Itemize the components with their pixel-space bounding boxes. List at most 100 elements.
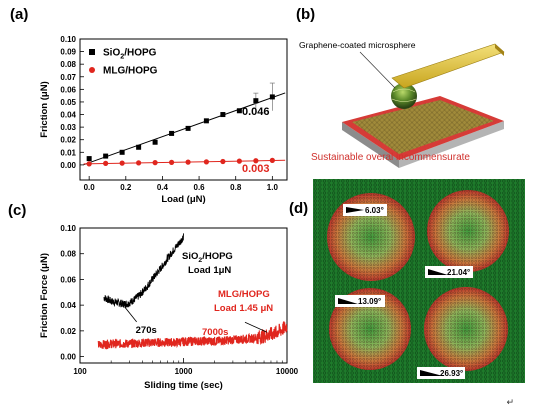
- afm-schematic: Graphene-coated microsphere Sustainable …: [299, 40, 505, 168]
- y-tick-label: 0.01: [60, 148, 76, 157]
- cantilever: [391, 43, 505, 89]
- data-point-mlg: [168, 159, 175, 165]
- x-tick-label: 0.8: [230, 183, 242, 192]
- x-tick-label: 1.0: [267, 183, 279, 192]
- y-tick-label: 0.10: [60, 35, 76, 44]
- paragraph-return-mark: ↵: [506, 398, 514, 408]
- annotation-label: 7000s: [202, 327, 228, 338]
- slope-label: 0.003: [242, 163, 270, 175]
- x-axis-label: Sliding time (sec): [144, 380, 223, 391]
- y-tick-label: 0.07: [60, 73, 76, 82]
- callout-line: [359, 51, 396, 89]
- data-point-mlg: [220, 158, 226, 165]
- incommensurate-caption: Sustainable overal incommensurate: [311, 152, 470, 163]
- panel-label-b: (b): [296, 6, 316, 23]
- data-point-sio2: [119, 149, 125, 155]
- angle-label-4: 26.93°: [417, 367, 465, 379]
- x-tick-label: 10000: [276, 367, 299, 376]
- x-tick-label: 0.4: [157, 183, 169, 192]
- friction-vs-time-chart: 0.00 0.02 0.04 0.06 0.08 0.10 100 1000 10000 Slid…: [39, 224, 299, 391]
- y-tick-label: 0.10: [60, 224, 76, 233]
- y-tick-label: 0.08: [60, 60, 76, 69]
- data-point-sio2: [253, 98, 259, 104]
- y-tick-label: 0.06: [60, 275, 76, 284]
- fit-line: [83, 92, 286, 166]
- data-point-mlg: [86, 161, 92, 167]
- svg-text:21.04°: 21.04°: [447, 268, 470, 277]
- data-point-sio2: [185, 125, 191, 131]
- data-point-sio2: [136, 144, 142, 150]
- sio2-load-label: Load 1μN: [188, 265, 231, 276]
- svg-text:26.93°: 26.93°: [440, 369, 463, 378]
- annotation-line: [244, 321, 268, 333]
- angle-label-3: 13.09°: [335, 295, 385, 307]
- plot-frame: [79, 38, 288, 181]
- disk-bottom-right: [424, 287, 508, 371]
- angle-label-1: 6.03°: [343, 204, 387, 216]
- fit-line: [83, 159, 286, 165]
- panel-label-a: (a): [10, 6, 29, 23]
- data-point-sio2: [103, 153, 109, 159]
- y-tick-label: 0.04: [60, 301, 76, 310]
- y-tick-label: 0.00: [60, 161, 76, 170]
- graphene-microsphere: [391, 83, 417, 109]
- y-tick-label: 0.09: [60, 48, 76, 57]
- sio2-trace: [103, 233, 184, 309]
- legend-marker: [89, 67, 95, 73]
- mlg-load-label: Load 1.45 μN: [214, 303, 273, 314]
- data-point-sio2: [152, 139, 158, 145]
- y-tick-label: 0.03: [60, 123, 76, 132]
- data-point-mlg: [103, 160, 109, 166]
- sio2-series-label: SiO2/HOPG: [182, 251, 233, 264]
- data-point-mlg: [152, 160, 158, 166]
- y-tick-label: 0.06: [60, 85, 76, 94]
- x-tick-label: 0.0: [84, 183, 96, 192]
- x-axis-label: Load (μN): [161, 194, 205, 205]
- x-tick-label: 100: [73, 367, 87, 376]
- y-tick-label: 0.02: [60, 136, 76, 145]
- disk-top-right: [427, 190, 509, 272]
- x-tick-label: 0.6: [194, 183, 206, 192]
- y-axis-label: Friction (μN): [39, 81, 50, 137]
- y-tick-label: 0.00: [60, 353, 76, 362]
- data-point-sio2: [220, 112, 226, 118]
- data-point-mlg: [119, 160, 125, 166]
- y-axis-label: Friction Force (μN): [39, 253, 50, 338]
- data-point-sio2: [269, 94, 275, 100]
- data-point-mlg: [236, 158, 242, 164]
- svg-text:6.03°: 6.03°: [365, 206, 384, 215]
- data-point-mlg: [269, 157, 275, 163]
- data-point-sio2: [236, 108, 242, 114]
- y-tick-label: 0.02: [60, 327, 76, 336]
- data-point-sio2: [203, 118, 209, 124]
- substrate-side: [342, 122, 399, 168]
- x-tick-label: 1000: [175, 367, 193, 376]
- data-point-mlg: [203, 159, 209, 165]
- substrate-front: [399, 121, 504, 168]
- legend-label: SiO2/HOPG: [103, 48, 157, 61]
- friction-vs-load-chart: 0.00 0.01 0.02 0.03 0.04 0.05 0.06 0.07 0.08 0.09…: [39, 35, 288, 205]
- svg-text:13.09°: 13.09°: [358, 297, 381, 306]
- legend-label: MLG/HOPG: [103, 66, 158, 77]
- data-point-sio2: [169, 130, 175, 136]
- x-tick-label: 0.2: [120, 183, 132, 192]
- annotation-label: 270s: [136, 325, 157, 336]
- substrate-top-graphene: [352, 100, 494, 154]
- moire-simulation-image: 6.03° 21.04° 13.09° 26.93°: [313, 179, 525, 383]
- mlg-trace: [97, 321, 288, 350]
- data-point-mlg: [253, 158, 259, 164]
- y-tick-label: 0.08: [60, 250, 76, 259]
- slope-label: 0.046: [242, 106, 270, 118]
- data-point-mlg: [136, 160, 142, 166]
- annotation-line: [124, 306, 137, 323]
- microsphere-callout: Graphene-coated microsphere: [299, 40, 416, 50]
- legend-marker: [89, 49, 95, 55]
- data-point-sio2: [86, 156, 92, 162]
- angle-label-2: 21.04°: [425, 266, 473, 278]
- data-point-mlg: [185, 159, 191, 165]
- disk-bottom-left: [329, 288, 411, 370]
- mlg-series-label: MLG/HOPG: [218, 289, 270, 300]
- y-tick-label: 0.04: [60, 111, 76, 120]
- panel-label-d: (d): [289, 200, 309, 217]
- y-tick-label: 0.05: [60, 98, 76, 107]
